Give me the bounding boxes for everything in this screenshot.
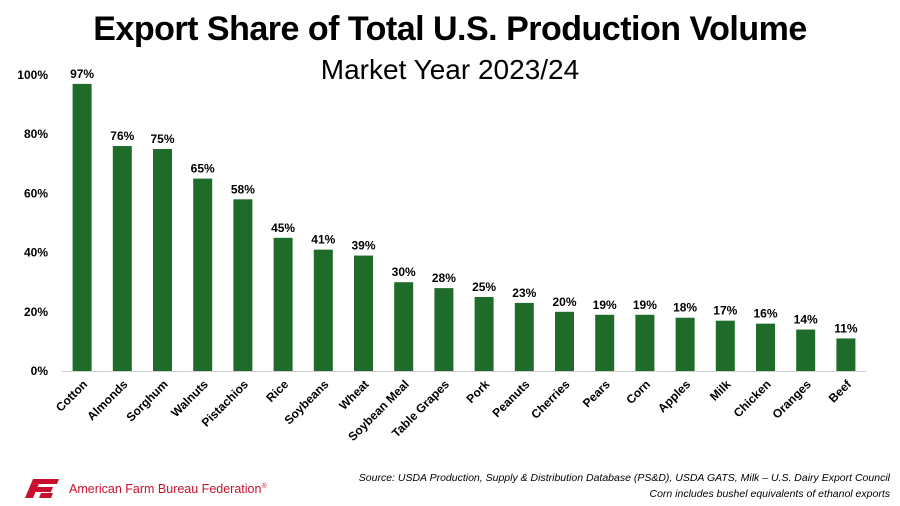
category-label: Milk [707, 377, 734, 404]
category-label: Pork [463, 377, 492, 406]
data-label: 20% [552, 295, 576, 309]
bar-chart: 0% 20% 40% 60% 80% 100% 97% 76% 75% 65% 58% 45% 41%… [17, 67, 866, 444]
data-label: 28% [432, 271, 456, 285]
category-label: Cherries [528, 377, 573, 422]
category-label: Pears [580, 377, 613, 410]
data-label: 25% [472, 280, 496, 294]
source-line: Source: USDA Production, Supply & Distri… [358, 472, 890, 484]
bar [394, 282, 414, 371]
data-label: 18% [673, 301, 697, 315]
bar [233, 199, 253, 371]
source-note: Source: USDA Production, Supply & Distri… [359, 470, 890, 502]
category-label: Rice [263, 377, 291, 405]
category-label: Beef [826, 377, 855, 406]
data-label: 45% [271, 221, 295, 235]
category-label: Peanuts [490, 377, 533, 420]
category-label: Apples [655, 377, 693, 415]
data-label: 16% [753, 307, 777, 321]
y-tick-label: 40% [24, 246, 48, 260]
bar [514, 302, 534, 371]
bar [675, 317, 695, 371]
chart-title: Export Share of Total U.S. Production Vo… [93, 10, 807, 48]
bar [354, 255, 373, 371]
bar [595, 314, 615, 371]
data-label: 39% [351, 239, 375, 253]
bars: 97% 76% 75% 65% 58% 45% 41% 39% 30% 28% 25% 23% 20% 1… [70, 67, 858, 371]
category-label: Soybeans [281, 377, 331, 427]
bar [153, 149, 172, 371]
org-name: American Farm Bureau Federation® [69, 482, 267, 496]
source-footnote: Corn includes bushel equivalents of etha… [649, 488, 891, 500]
data-label: 41% [311, 233, 335, 247]
bar [273, 237, 293, 371]
data-label: 97% [70, 67, 94, 81]
bar [474, 297, 494, 371]
category-label: Sorghum [123, 377, 170, 424]
y-axis: 0% 20% 40% 60% 80% 100% [17, 68, 48, 378]
org-name-text: American Farm Bureau Federation [69, 482, 262, 496]
data-label: 14% [794, 313, 818, 327]
bar [555, 311, 574, 371]
bar [796, 329, 816, 371]
chart-subtitle: Market Year 2023/24 [320, 54, 580, 85]
y-tick-label: 60% [24, 186, 48, 200]
bar [715, 320, 735, 371]
bar [112, 146, 132, 371]
category-label: Cotton [53, 377, 90, 414]
data-label: 17% [713, 304, 737, 318]
category-label: Almonds [84, 377, 130, 423]
y-tick-label: 0% [31, 364, 49, 378]
y-tick-label: 100% [17, 68, 48, 82]
bar [434, 288, 454, 371]
data-label: 76% [110, 129, 134, 143]
data-label: 65% [191, 162, 215, 176]
bar [756, 323, 775, 371]
data-label: 75% [150, 132, 174, 146]
bar [72, 83, 92, 371]
data-label: 19% [593, 298, 617, 312]
bar [313, 249, 333, 371]
data-label: 11% [834, 321, 858, 335]
category-label: Corn [623, 377, 653, 407]
data-label: 23% [512, 286, 536, 300]
category-label: Oranges [769, 377, 814, 422]
category-label: Chicken [731, 377, 774, 420]
afbf-logo-icon [25, 479, 59, 498]
data-label: 19% [633, 298, 657, 312]
bar [193, 178, 213, 371]
bar [635, 314, 655, 371]
bar [836, 338, 856, 371]
y-tick-label: 80% [24, 127, 48, 141]
data-label: 58% [231, 182, 255, 196]
registered-mark: ® [261, 482, 267, 490]
data-label: 30% [392, 265, 416, 279]
category-label: Wheat [336, 377, 371, 412]
y-tick-label: 20% [24, 305, 48, 319]
